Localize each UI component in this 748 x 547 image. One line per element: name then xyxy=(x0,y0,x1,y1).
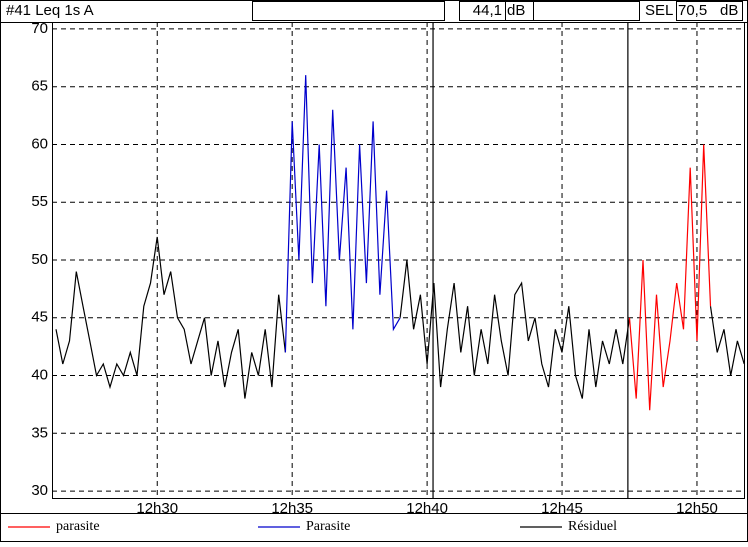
legend-label: Parasite xyxy=(306,519,350,534)
series-line xyxy=(55,236,745,399)
series-line xyxy=(628,144,712,411)
legend-label: parasite xyxy=(56,519,100,534)
header-label: #41 Leq 1s A xyxy=(6,2,94,19)
leq-unit: dB xyxy=(507,2,525,19)
x-tick-label: 12h35 xyxy=(271,500,313,517)
series-line xyxy=(284,75,401,353)
x-tick-label: 12h40 xyxy=(406,500,448,517)
header-box xyxy=(252,1,445,21)
x-tick-label: 12h30 xyxy=(136,500,178,517)
y-tick-label: 50 xyxy=(31,251,48,268)
y-tick-label: 40 xyxy=(31,367,48,384)
x-tick-label: 12h45 xyxy=(541,500,583,517)
y-tick-label: 60 xyxy=(31,135,48,152)
header-box xyxy=(676,1,743,21)
sel-unit: dB xyxy=(720,2,738,19)
y-tick-label: 65 xyxy=(31,78,48,95)
y-tick-label: 55 xyxy=(31,193,48,210)
legend-label: Résiduel xyxy=(568,519,617,534)
x-tick-label: 12h50 xyxy=(676,500,718,517)
sel-label: SEL xyxy=(645,2,673,19)
header-box xyxy=(533,1,640,21)
y-tick-label: 45 xyxy=(31,309,48,326)
y-tick-label: 70 xyxy=(31,20,48,37)
sel-value: 70,5 xyxy=(678,2,707,19)
y-tick-label: 35 xyxy=(31,424,48,441)
leq-value: 44,1 xyxy=(473,2,502,19)
y-tick-label: 30 xyxy=(31,482,48,499)
